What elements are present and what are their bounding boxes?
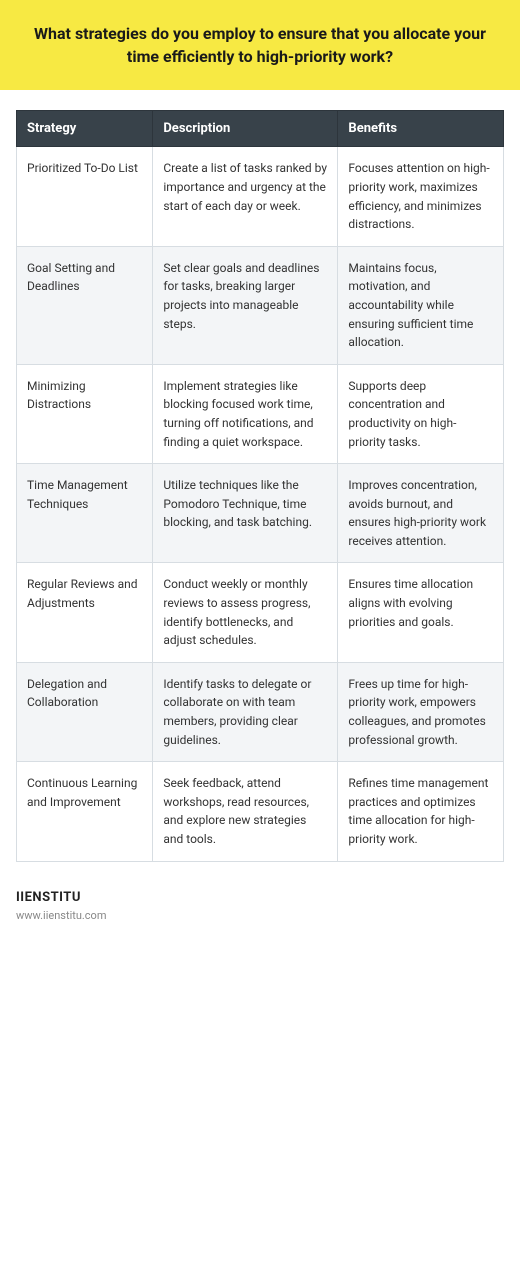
th-description: Description [153, 111, 338, 147]
table-row: Minimizing Distractions Implement strate… [17, 364, 504, 463]
question-text: What strategies do you employ to ensure … [26, 22, 494, 68]
cell-benefits: Frees up time for high-priority work, em… [338, 662, 504, 761]
strategies-table: Strategy Description Benefits Prioritize… [16, 110, 504, 861]
cell-strategy: Delegation and Collaboration [17, 662, 153, 761]
table-container: Strategy Description Benefits Prioritize… [0, 90, 520, 861]
table-row: Continuous Learning and Improvement Seek… [17, 762, 504, 861]
cell-strategy: Time Management Techniques [17, 464, 153, 563]
question-highlight: What strategies do you employ to ensure … [0, 0, 520, 90]
cell-benefits: Maintains focus, motivation, and account… [338, 246, 504, 364]
cell-description: Conduct weekly or monthly reviews to ass… [153, 563, 338, 662]
cell-strategy: Minimizing Distractions [17, 364, 153, 463]
cell-benefits: Focuses attention on high-priority work,… [338, 147, 504, 246]
table-row: Regular Reviews and Adjustments Conduct … [17, 563, 504, 662]
cell-strategy: Regular Reviews and Adjustments [17, 563, 153, 662]
cell-description: Utilize techniques like the Pomodoro Tec… [153, 464, 338, 563]
footer-brand: IIENSTITU [16, 890, 504, 905]
cell-strategy: Goal Setting and Deadlines [17, 246, 153, 364]
table-row: Prioritized To-Do List Create a list of … [17, 147, 504, 246]
cell-description: Implement strategies like blocking focus… [153, 364, 338, 463]
th-strategy: Strategy [17, 111, 153, 147]
cell-description: Create a list of tasks ranked by importa… [153, 147, 338, 246]
cell-benefits: Ensures time allocation aligns with evol… [338, 563, 504, 662]
cell-benefits: Refines time management practices and op… [338, 762, 504, 861]
th-benefits: Benefits [338, 111, 504, 147]
cell-benefits: Supports deep concentration and producti… [338, 364, 504, 463]
footer: IIENSTITU www.iienstitu.com [0, 862, 520, 940]
footer-url: www.iienstitu.com [16, 909, 504, 922]
cell-description: Identify tasks to delegate or collaborat… [153, 662, 338, 761]
table-row: Goal Setting and Deadlines Set clear goa… [17, 246, 504, 364]
cell-description: Seek feedback, attend workshops, read re… [153, 762, 338, 861]
table-header-row: Strategy Description Benefits [17, 111, 504, 147]
cell-strategy: Prioritized To-Do List [17, 147, 153, 246]
cell-strategy: Continuous Learning and Improvement [17, 762, 153, 861]
table-row: Time Management Techniques Utilize techn… [17, 464, 504, 563]
cell-benefits: Improves concentration, avoids burnout, … [338, 464, 504, 563]
page-wrapper: What strategies do you employ to ensure … [0, 0, 520, 940]
cell-description: Set clear goals and deadlines for tasks,… [153, 246, 338, 364]
table-row: Delegation and Collaboration Identify ta… [17, 662, 504, 761]
